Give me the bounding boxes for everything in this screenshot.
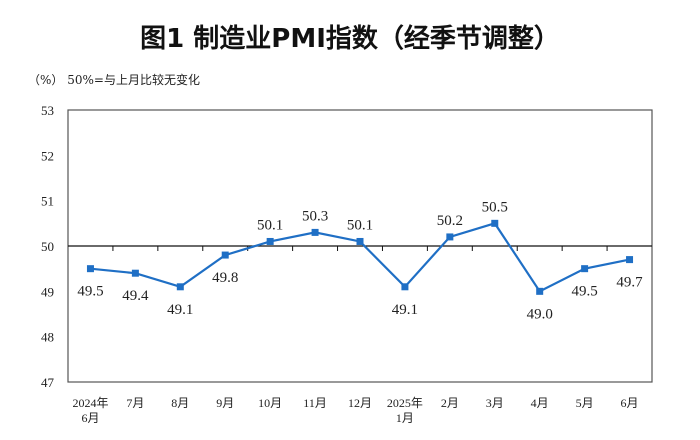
data-point — [266, 237, 274, 245]
data-label: 50.2 — [437, 213, 463, 229]
data-point — [536, 287, 544, 295]
y-tick-label: 47 — [41, 375, 55, 390]
x-tick-label: 6月 — [621, 396, 639, 410]
x-tick-label: 2025年 — [387, 396, 423, 410]
y-tick-label: 48 — [41, 330, 54, 345]
data-point — [581, 265, 589, 273]
data-point — [311, 228, 319, 236]
data-label: 49.7 — [616, 275, 643, 291]
chart-title: 图1 制造业PMI指数（经季节调整） — [140, 24, 560, 54]
data-point — [86, 265, 94, 273]
data-point — [176, 283, 184, 291]
data-label: 50.1 — [257, 217, 283, 233]
x-tick-label: 8月 — [171, 396, 189, 410]
data-label: 50.5 — [482, 199, 508, 215]
data-label: 49.5 — [571, 284, 597, 300]
data-label: 49.4 — [122, 288, 149, 304]
y-tick-label: 51 — [41, 194, 54, 209]
x-tick-label: 9月 — [216, 396, 234, 410]
y-tick-label: 50 — [41, 239, 54, 254]
x-tick-label: 7月 — [126, 396, 144, 410]
data-point — [131, 269, 139, 277]
data-point — [221, 251, 229, 259]
series-line — [90, 222, 630, 293]
x-tick-label: 2024年 — [72, 396, 108, 410]
data-label: 49.1 — [167, 302, 193, 318]
x-tick-label: 2月 — [441, 396, 459, 410]
x-tick-label: 11月 — [303, 396, 327, 410]
data-label: 49.5 — [77, 284, 103, 300]
data-label: 50.1 — [347, 217, 373, 233]
data-point — [401, 283, 409, 291]
x-tick-label: 4月 — [531, 396, 549, 410]
y-tick-label: 52 — [41, 148, 54, 163]
x-tick-label: 12月 — [348, 396, 372, 410]
data-label: 50.3 — [302, 208, 328, 224]
data-label: 49.0 — [527, 306, 553, 322]
x-tick-label: 1月 — [396, 411, 414, 425]
x-tick-label: 6月 — [81, 411, 99, 425]
y-tick-label: 53 — [41, 103, 54, 118]
y-tick-label: 49 — [41, 284, 54, 299]
data-point — [446, 233, 454, 241]
x-tick-label: 5月 — [576, 396, 594, 410]
data-label: 49.8 — [212, 270, 238, 286]
data-point — [626, 256, 634, 264]
x-tick-label: 3月 — [486, 396, 504, 410]
data-label: 49.1 — [392, 302, 418, 318]
x-tick-label: 10月 — [258, 396, 282, 410]
data-point — [491, 219, 499, 227]
data-point — [356, 237, 364, 245]
unit-note: （%） 50%=与上月比较无变化 — [28, 73, 200, 87]
